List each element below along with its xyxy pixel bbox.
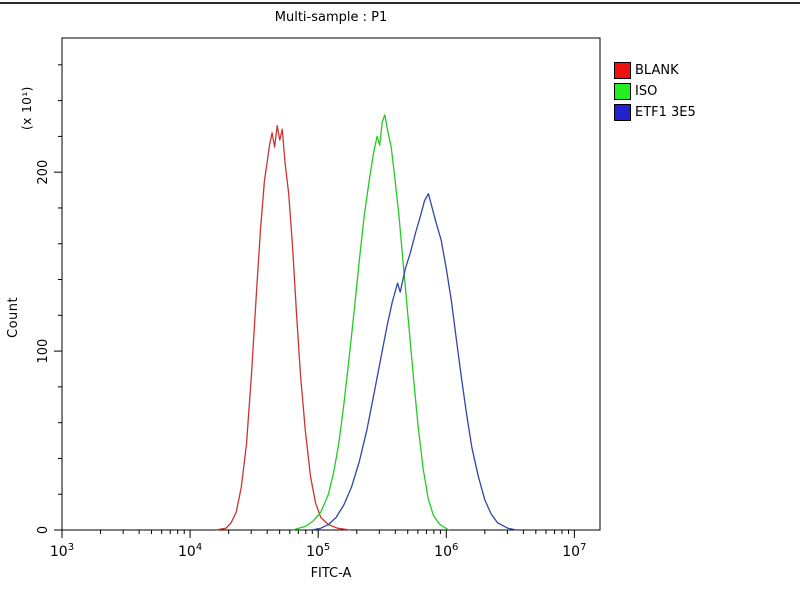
svg-text:0: 0	[36, 526, 51, 534]
legend: BLANK ISO ETF1 3E5	[614, 62, 696, 125]
legend-swatch	[614, 62, 631, 79]
legend-item: BLANK	[614, 62, 696, 79]
svg-text:106: 106	[434, 542, 458, 560]
window-top-border	[0, 2, 800, 4]
legend-label: BLANK	[635, 63, 679, 78]
legend-item: ETF1 3E5	[614, 104, 696, 121]
svg-text:103: 103	[50, 542, 74, 560]
svg-text:200: 200	[36, 160, 51, 185]
chart-title: Multi-sample : P1	[274, 10, 388, 25]
legend-swatch	[614, 83, 631, 100]
svg-text:105: 105	[306, 542, 330, 560]
legend-item: ISO	[614, 83, 696, 100]
svg-text:104: 104	[178, 542, 202, 560]
svg-text:107: 107	[562, 542, 586, 560]
legend-label: ETF1 3E5	[635, 105, 696, 120]
legend-label: ISO	[635, 84, 658, 99]
x-axis-title: FITC-A	[310, 566, 352, 581]
legend-swatch	[614, 104, 631, 121]
svg-text:100: 100	[36, 339, 51, 364]
